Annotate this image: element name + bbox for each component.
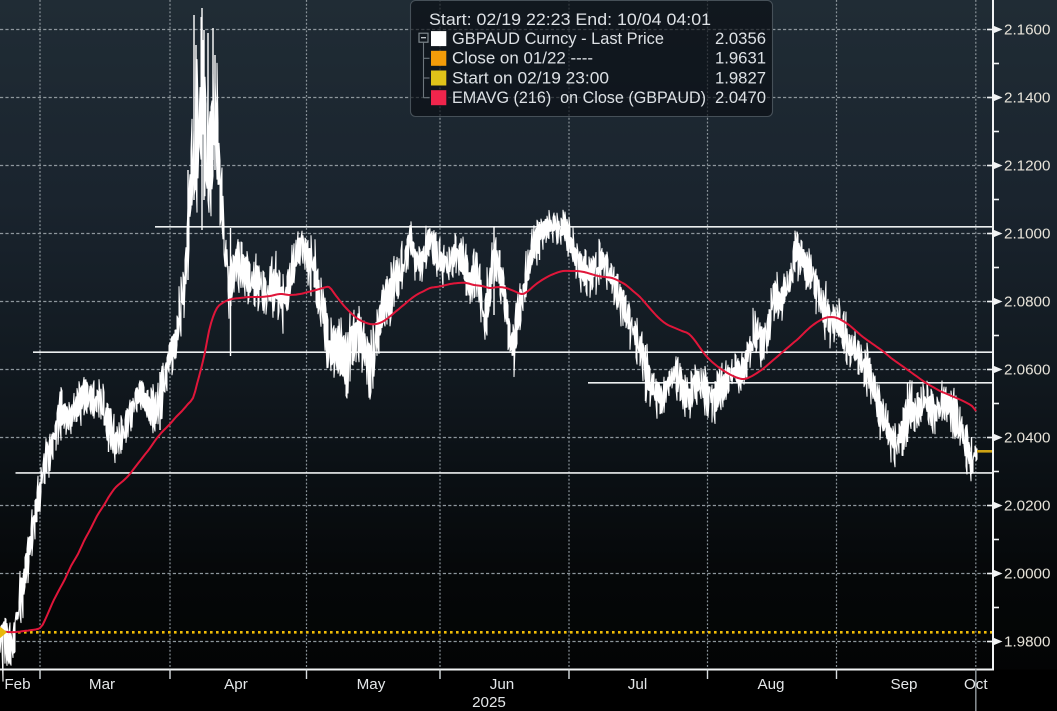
svg-text:1.9827: 1.9827 xyxy=(715,69,766,87)
svg-text:2.0200: 2.0200 xyxy=(1004,498,1050,515)
svg-text:2025: 2025 xyxy=(472,694,506,711)
svg-text:2.0400: 2.0400 xyxy=(1004,430,1050,447)
svg-text:Jul: Jul xyxy=(628,676,647,693)
svg-text:2.1000: 2.1000 xyxy=(1004,226,1050,243)
svg-text:2.1200: 2.1200 xyxy=(1004,158,1050,175)
svg-text:May: May xyxy=(357,676,386,693)
svg-text:EMAVG (216) on Close (GBPAUD): EMAVG (216) on Close (GBPAUD) xyxy=(452,89,706,107)
svg-text:2.0600: 2.0600 xyxy=(1004,362,1050,379)
svg-text:2.0470: 2.0470 xyxy=(715,89,766,107)
svg-text:Close on 01/22 ----: Close on 01/22 ---- xyxy=(452,50,593,68)
svg-text:Mar: Mar xyxy=(89,676,115,693)
svg-text:Aug: Aug xyxy=(757,676,784,693)
svg-text:1.9800: 1.9800 xyxy=(1004,634,1050,651)
svg-text:Apr: Apr xyxy=(224,676,248,693)
svg-text:2.0800: 2.0800 xyxy=(1004,294,1050,311)
svg-text:2.0000: 2.0000 xyxy=(1004,566,1050,583)
svg-text:2.1400: 2.1400 xyxy=(1004,90,1050,107)
svg-text:Sep: Sep xyxy=(890,676,917,693)
svg-text:GBPAUD Curncy - Last Price: GBPAUD Curncy - Last Price xyxy=(452,30,664,48)
svg-text:2.0356: 2.0356 xyxy=(715,30,766,48)
svg-text:Jun: Jun xyxy=(490,676,515,693)
svg-text:Start: 02/19 22:23 End: 10/04: Start: 02/19 22:23 End: 10/04 04:01 xyxy=(429,11,711,29)
svg-text:Feb: Feb xyxy=(4,676,30,693)
svg-text:Oct: Oct xyxy=(964,676,988,693)
svg-text:Start on 02/19 23:00: Start on 02/19 23:00 xyxy=(452,69,609,87)
svg-text:1.9631: 1.9631 xyxy=(715,50,766,68)
svg-text:2.1600: 2.1600 xyxy=(1004,22,1050,39)
